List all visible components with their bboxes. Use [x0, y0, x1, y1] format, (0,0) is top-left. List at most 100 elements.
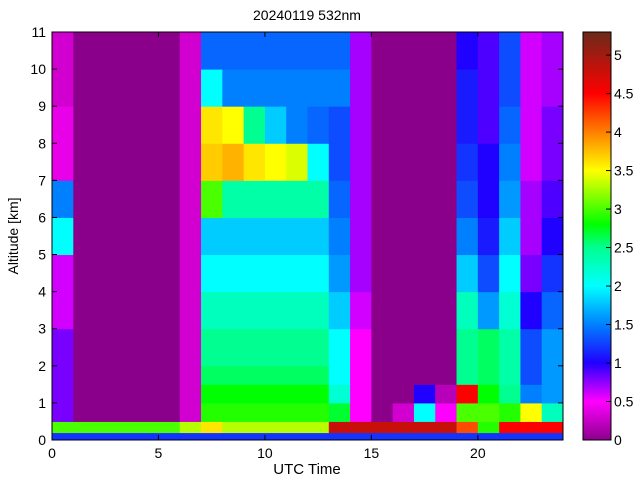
heatmap-cell	[264, 365, 287, 385]
heatmap-cell	[243, 291, 266, 330]
heatmap-cell	[73, 432, 96, 441]
heatmap-cell	[371, 106, 394, 144]
heatmap-cell	[52, 421, 74, 434]
plot-frame	[51, 31, 564, 441]
heatmap-cell	[456, 432, 479, 441]
heatmap-cell	[413, 432, 436, 441]
heatmap-cell	[328, 254, 351, 293]
heatmap-cell	[520, 402, 543, 422]
heatmap-cell	[52, 432, 74, 441]
heatmap-cell	[413, 402, 436, 422]
heatmap-cell	[222, 217, 245, 256]
y-tick-label: 8	[38, 135, 46, 151]
heatmap-cell	[371, 291, 394, 330]
heatmap-cell	[243, 143, 266, 181]
heatmap-cell	[456, 328, 479, 367]
heatmap-cell	[264, 254, 287, 293]
colorbar-tick-label: 5	[614, 47, 622, 63]
heatmap-cell	[201, 254, 223, 293]
heatmap-cell	[456, 402, 479, 422]
heatmap-cell	[115, 402, 138, 422]
heatmap-cell	[477, 432, 500, 441]
colorbar-tick-label: 1.5	[614, 317, 634, 333]
heatmap-cell	[94, 328, 117, 367]
heatmap-cell	[94, 291, 117, 330]
heatmap-cell	[371, 32, 394, 70]
heatmap-cell	[499, 106, 521, 144]
heatmap-cell	[94, 402, 117, 422]
heatmap-cell	[477, 69, 500, 107]
heatmap-cell	[541, 402, 564, 422]
heatmap-cell	[52, 328, 74, 367]
heatmap-cell	[477, 402, 500, 422]
heatmap-cell	[456, 384, 479, 404]
heatmap-cell	[137, 254, 159, 293]
heatmap-cell	[477, 365, 500, 385]
heatmap-cell	[328, 32, 351, 70]
heatmap-cell	[520, 291, 543, 330]
heatmap-cell	[158, 254, 181, 293]
heatmap-cell	[115, 365, 138, 385]
heatmap-cell	[286, 328, 308, 367]
heatmap-cell	[541, 143, 564, 181]
heatmap-cell	[350, 421, 372, 434]
heatmap-cell	[243, 384, 266, 404]
heatmap-cell	[541, 180, 564, 218]
heatmap-cell	[179, 384, 202, 404]
chart-title: 20240119 532nm	[253, 7, 361, 23]
heatmap-cell	[52, 69, 74, 107]
heatmap-cell	[499, 69, 521, 107]
heatmap-cell	[243, 180, 266, 218]
heatmap-cell	[201, 365, 223, 385]
colorbar-tick-label: 3.5	[614, 163, 634, 179]
heatmap-cell	[435, 180, 458, 218]
heatmap-cell	[73, 291, 96, 330]
heatmap-cell	[52, 217, 74, 256]
heatmap-cell	[73, 106, 96, 144]
heatmap-cell	[477, 143, 500, 181]
heatmap-cell	[73, 328, 96, 367]
heatmap-cell	[413, 180, 436, 218]
heatmap-cell	[94, 180, 117, 218]
heatmap-cell	[137, 384, 159, 404]
heatmap-cell	[392, 254, 415, 293]
heatmap-cell	[499, 384, 521, 404]
heatmap-cell	[222, 328, 245, 367]
heatmap-cell	[94, 32, 117, 70]
heatmap-cell	[179, 432, 202, 441]
heatmap-cell	[264, 32, 287, 70]
heatmap-cell	[392, 421, 415, 434]
heatmap-cell	[222, 421, 245, 434]
y-tick-label: 5	[38, 247, 46, 263]
heatmap-cell	[264, 106, 287, 144]
heatmap-cell	[158, 217, 181, 256]
heatmap-cell	[520, 32, 543, 70]
heatmap-cell	[52, 180, 74, 218]
heatmap-cell	[115, 328, 138, 367]
heatmap-cell	[413, 32, 436, 70]
heatmap-cell	[350, 365, 372, 385]
heatmap-cell	[499, 432, 521, 441]
heatmap-cell	[477, 217, 500, 256]
heatmap-cell	[52, 402, 74, 422]
x-tick-label: 5	[155, 445, 163, 461]
heatmap-cell	[222, 365, 245, 385]
heatmap-cell	[477, 180, 500, 218]
heatmap-cell	[137, 421, 159, 434]
heatmap-cell	[201, 217, 223, 256]
heatmap-cell	[286, 69, 308, 107]
heatmap-cell	[350, 180, 372, 218]
heatmap-cell	[222, 143, 245, 181]
heatmap-cell	[392, 32, 415, 70]
heatmap-cell	[328, 143, 351, 181]
heatmap-cell	[264, 217, 287, 256]
heatmap-cell	[520, 254, 543, 293]
heatmap-cell	[222, 106, 245, 144]
heatmap-cell	[435, 402, 458, 422]
heatmap-cell	[328, 180, 351, 218]
heatmap-cell	[477, 291, 500, 330]
heatmap-cell	[350, 217, 372, 256]
heatmap-cell	[435, 32, 458, 70]
heatmap-cell	[179, 143, 202, 181]
heatmap-cell	[541, 69, 564, 107]
